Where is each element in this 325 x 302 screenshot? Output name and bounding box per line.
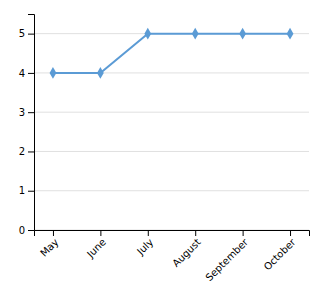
y-tick-label: 3 [19,107,25,118]
y-tick: 2 [19,146,34,157]
x-tick-mark [148,230,149,236]
x-tick-label: October [262,236,299,273]
y-tick-label: 2 [19,146,25,157]
x-tick: May [38,230,60,259]
x-tick-mark [195,230,196,236]
plot: 0 1 2 3 4 5 May June July AugustSeptember October [19,15,310,284]
x-tick: July [134,230,155,258]
chart-container: 0 1 2 3 4 5 May June July AugustSeptember October [0,0,325,302]
x-tick-label: August [170,236,203,269]
x-tick: September [203,230,250,283]
x-tick-label: May [38,236,60,258]
line [53,34,290,73]
y-axis: 0 1 2 3 4 5 [19,15,35,236]
marker [192,28,199,40]
y-tick-mark [28,151,34,152]
y-tick-mark [28,73,34,74]
grid-line [34,190,309,191]
marks [50,28,294,79]
x-tick-mark [53,230,54,236]
x-axis: May June July AugustSeptember October [35,230,310,283]
x-tick-label: June [84,236,108,260]
marker [97,67,104,79]
y-tick-mark [28,191,34,192]
y-tick-label: 5 [19,28,25,39]
y-tick: 5 [19,28,34,39]
x-tick-mark [100,230,101,236]
y-tick-label: 4 [19,68,25,79]
x-tick-label: September [203,236,250,283]
x-tick: June [84,230,108,260]
x-tick: October [262,230,299,272]
y-tick-mark [28,112,34,113]
grid [34,34,309,230]
marker [50,67,57,79]
marker [239,28,246,40]
marker [287,28,294,40]
y-tick: 4 [19,68,34,79]
y-tick-label: 1 [19,185,25,196]
grid-line [34,112,309,113]
x-tick-mark [290,230,291,236]
marker [144,28,151,40]
y-tick: 0 [19,225,34,236]
y-tick-label: 0 [19,225,25,236]
y-tick-mark [28,230,34,231]
y-tick: 3 [19,107,34,118]
x-tick: August [170,230,203,269]
y-axis-line [28,15,35,231]
grid-line [34,151,309,152]
y-tick-mark [28,34,34,35]
y-tick: 1 [19,185,34,196]
chart-svg: 0 1 2 3 4 5 May June July AugustSeptember October [0,0,325,302]
x-axis-line [35,231,310,237]
x-tick-mark [243,230,244,236]
x-tick-label: July [134,236,155,257]
